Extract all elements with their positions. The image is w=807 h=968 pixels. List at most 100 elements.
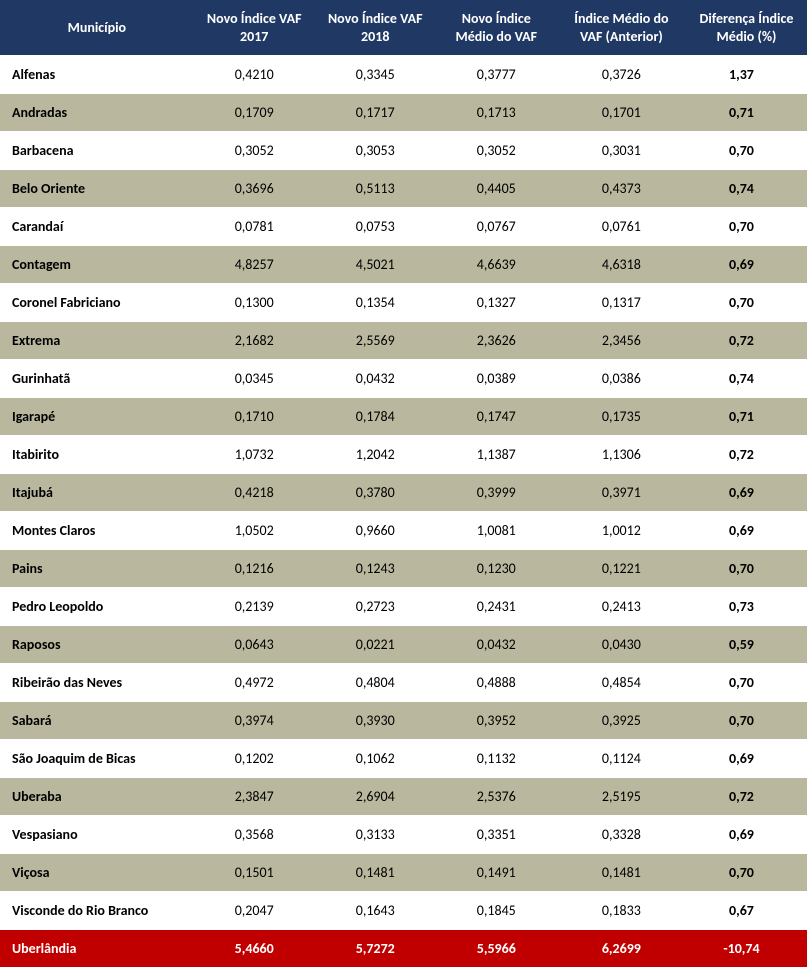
cell-vaf2018: 0,0432: [315, 360, 436, 398]
cell-municipio: Ribeirão das Neves: [0, 664, 194, 702]
cell-vafmedio: 0,0432: [436, 626, 557, 664]
cell-vafant: 0,3726: [557, 56, 686, 94]
cell-vaf2018: 0,1062: [315, 740, 436, 778]
cell-vaf2017: 0,3696: [194, 170, 315, 208]
cell-diff: 0,74: [686, 360, 807, 398]
cell-vaf2017: 0,4972: [194, 664, 315, 702]
table-row: São Joaquim de Bicas0,12020,10620,11320,…: [0, 740, 807, 778]
cell-vafmedio: 4,6639: [436, 246, 557, 284]
cell-vafmedio: 0,3952: [436, 702, 557, 740]
cell-vaf2017: 0,3052: [194, 132, 315, 170]
cell-vaf2018: 2,6904: [315, 778, 436, 816]
cell-diff: 0,59: [686, 626, 807, 664]
cell-diff: 0,69: [686, 740, 807, 778]
cell-vafmedio: 2,3626: [436, 322, 557, 360]
cell-vafmedio: 0,3999: [436, 474, 557, 512]
cell-diff: 0,73: [686, 588, 807, 626]
cell-vaf2017: 0,1202: [194, 740, 315, 778]
cell-municipio: Visconde do Rio Branco: [0, 892, 194, 930]
cell-vaf2017: 0,0781: [194, 208, 315, 246]
table-row: Vespasiano0,35680,31330,33510,33280,69: [0, 816, 807, 854]
cell-vafmedio: 0,3777: [436, 56, 557, 94]
cell-vaf2017: 0,4218: [194, 474, 315, 512]
cell-municipio: Andradas: [0, 94, 194, 132]
cell-municipio: Uberlândia: [0, 930, 194, 968]
cell-vaf2017: 0,3974: [194, 702, 315, 740]
cell-vaf2017: 2,1682: [194, 322, 315, 360]
cell-municipio: Coronel Fabriciano: [0, 284, 194, 322]
cell-vaf2018: 0,9660: [315, 512, 436, 550]
cell-vafant: 0,2413: [557, 588, 686, 626]
cell-vafant: 0,1221: [557, 550, 686, 588]
cell-vafmedio: 0,1845: [436, 892, 557, 930]
cell-diff: 0,70: [686, 284, 807, 322]
cell-vafmedio: 0,3052: [436, 132, 557, 170]
cell-diff: 0,69: [686, 246, 807, 284]
cell-municipio: Sabará: [0, 702, 194, 740]
table-row: Extrema2,16822,55692,36262,34560,72: [0, 322, 807, 360]
table-row: Pedro Leopoldo0,21390,27230,24310,24130,…: [0, 588, 807, 626]
cell-diff: 1,37: [686, 56, 807, 94]
cell-vafant: 0,3925: [557, 702, 686, 740]
table-row: Uberlândia5,46605,72725,59666,2699-10,74: [0, 930, 807, 968]
table-header: Município Novo Índice VAF 2017 Novo Índi…: [0, 0, 807, 56]
vaf-table: Município Novo Índice VAF 2017 Novo Índi…: [0, 0, 807, 968]
cell-diff: 0,70: [686, 854, 807, 892]
cell-municipio: Vespasiano: [0, 816, 194, 854]
cell-vafant: 0,1317: [557, 284, 686, 322]
cell-vaf2018: 0,2723: [315, 588, 436, 626]
cell-vafmedio: 0,1747: [436, 398, 557, 436]
table-row: Andradas0,17090,17170,17130,17010,71: [0, 94, 807, 132]
cell-vafmedio: 1,0081: [436, 512, 557, 550]
cell-municipio: Viçosa: [0, 854, 194, 892]
table-row: Contagem4,82574,50214,66394,63180,69: [0, 246, 807, 284]
cell-municipio: Extrema: [0, 322, 194, 360]
cell-vafant: 0,0386: [557, 360, 686, 398]
cell-vaf2017: 0,1501: [194, 854, 315, 892]
cell-vafant: 4,6318: [557, 246, 686, 284]
cell-diff: 0,71: [686, 94, 807, 132]
table-row: Itajubá0,42180,37800,39990,39710,69: [0, 474, 807, 512]
cell-vaf2017: 2,3847: [194, 778, 315, 816]
cell-diff: 0,72: [686, 322, 807, 360]
table-row: Barbacena0,30520,30530,30520,30310,70: [0, 132, 807, 170]
cell-vaf2017: 0,1710: [194, 398, 315, 436]
cell-municipio: Barbacena: [0, 132, 194, 170]
cell-vafmedio: 0,4888: [436, 664, 557, 702]
col-header-vaf2017: Novo Índice VAF 2017: [194, 0, 315, 56]
cell-vaf2018: 0,1784: [315, 398, 436, 436]
cell-diff: 0,70: [686, 664, 807, 702]
cell-vafant: 2,5195: [557, 778, 686, 816]
cell-municipio: Itabirito: [0, 436, 194, 474]
cell-vaf2017: 5,4660: [194, 930, 315, 968]
col-header-diff: Diferença Índice Médio (%): [686, 0, 807, 56]
table-row: Sabará0,39740,39300,39520,39250,70: [0, 702, 807, 740]
cell-vaf2017: 0,1216: [194, 550, 315, 588]
cell-diff: 0,70: [686, 550, 807, 588]
cell-vaf2017: 0,2139: [194, 588, 315, 626]
cell-vafant: 1,0012: [557, 512, 686, 550]
cell-vaf2018: 1,2042: [315, 436, 436, 474]
cell-municipio: Pains: [0, 550, 194, 588]
cell-vafmedio: 0,0767: [436, 208, 557, 246]
cell-diff: 0,69: [686, 512, 807, 550]
cell-vaf2018: 0,1643: [315, 892, 436, 930]
cell-vaf2017: 1,0502: [194, 512, 315, 550]
cell-vafmedio: 5,5966: [436, 930, 557, 968]
cell-diff: 0,70: [686, 132, 807, 170]
cell-vaf2017: 0,2047: [194, 892, 315, 930]
cell-municipio: Montes Claros: [0, 512, 194, 550]
cell-diff: 0,69: [686, 816, 807, 854]
table-row: Visconde do Rio Branco0,20470,16430,1845…: [0, 892, 807, 930]
cell-vaf2018: 0,4804: [315, 664, 436, 702]
table-row: Raposos0,06430,02210,04320,04300,59: [0, 626, 807, 664]
cell-vaf2017: 0,3568: [194, 816, 315, 854]
cell-vafant: 0,0430: [557, 626, 686, 664]
table-row: Viçosa0,15010,14810,14910,14810,70: [0, 854, 807, 892]
cell-diff: 0,74: [686, 170, 807, 208]
col-header-vafmedio: Novo Índice Médio do VAF: [436, 0, 557, 56]
cell-vafmedio: 1,1387: [436, 436, 557, 474]
cell-vaf2018: 0,0753: [315, 208, 436, 246]
cell-municipio: Alfenas: [0, 56, 194, 94]
cell-vafant: 0,3971: [557, 474, 686, 512]
